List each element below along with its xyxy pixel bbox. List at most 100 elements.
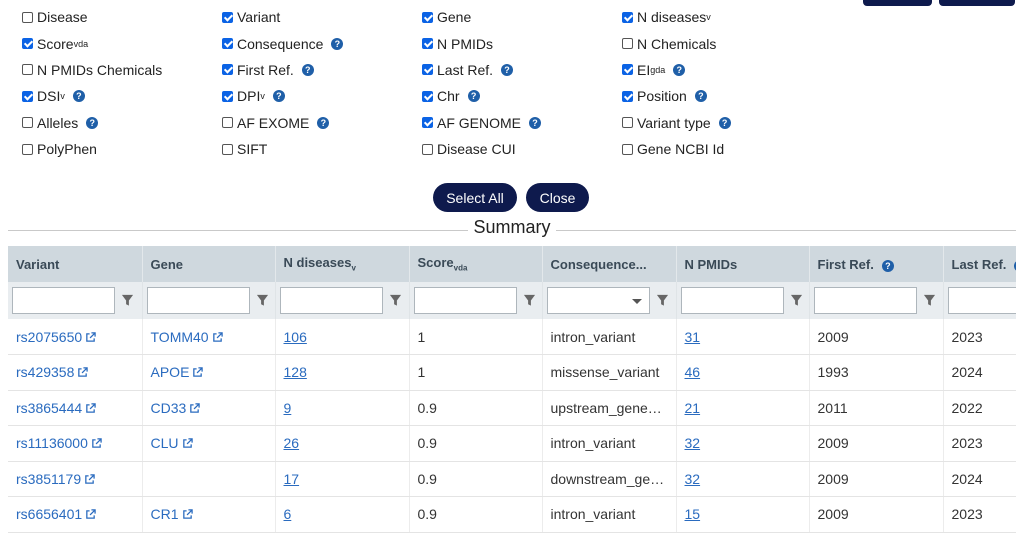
column-header-gene[interactable]: Gene: [142, 246, 276, 282]
checkbox[interactable]: [622, 11, 633, 23]
checkbox[interactable]: [622, 143, 633, 155]
option-last-ref[interactable]: Last Ref.?: [422, 62, 622, 78]
column-header-n-pmids[interactable]: N PMIDs: [676, 246, 810, 282]
option-ei-gda[interactable]: EI gda?: [622, 62, 822, 78]
gene-link[interactable]: APOE: [151, 364, 204, 380]
gene-link[interactable]: CLU: [151, 435, 193, 451]
filter-icon[interactable]: [923, 294, 936, 307]
option-consequence[interactable]: Consequence?: [222, 36, 422, 52]
option-score-vda[interactable]: Score vda: [22, 36, 222, 52]
column-header-n-diseases-v[interactable]: N diseasesv: [275, 246, 410, 282]
filter-icon[interactable]: [523, 294, 536, 307]
option-n-pmids[interactable]: N PMIDs: [422, 36, 622, 52]
filter-input[interactable]: [12, 287, 115, 314]
checkbox[interactable]: [422, 117, 433, 129]
help-icon[interactable]: ?: [718, 116, 731, 129]
variant-link[interactable]: rs3865444: [16, 400, 96, 416]
column-header-last-ref[interactable]: Last Ref.?: [943, 246, 1016, 282]
checkbox[interactable]: [222, 11, 233, 23]
top-action-button-1[interactable]: [863, 0, 932, 6]
help-icon[interactable]: ?: [467, 90, 480, 103]
help-icon[interactable]: ?: [301, 63, 314, 76]
n-pmids-link[interactable]: 15: [684, 506, 701, 523]
n-diseases-link[interactable]: 26: [283, 435, 300, 452]
help-icon[interactable]: ?: [673, 63, 686, 76]
checkbox[interactable]: [222, 90, 233, 102]
n-pmids-link[interactable]: 32: [684, 470, 701, 487]
n-diseases-link[interactable]: 17: [283, 470, 300, 487]
option-n-chemicals[interactable]: N Chemicals: [622, 36, 822, 52]
column-header-consequence[interactable]: Consequence...: [542, 246, 677, 282]
checkbox[interactable]: [422, 38, 433, 50]
select-all-button[interactable]: Select All: [433, 183, 517, 212]
checkbox[interactable]: [422, 143, 433, 155]
checkbox[interactable]: [22, 11, 33, 23]
option-af-genome[interactable]: AF GENOME?: [422, 115, 622, 131]
n-pmids-link[interactable]: 31: [684, 328, 701, 345]
option-gene[interactable]: Gene: [422, 9, 622, 25]
filter-input[interactable]: [680, 287, 784, 314]
option-variant-type[interactable]: Variant type?: [622, 115, 822, 131]
filter-input[interactable]: [146, 287, 250, 314]
checkbox[interactable]: [622, 90, 633, 102]
n-pmids-link[interactable]: 46: [684, 364, 701, 381]
filter-input[interactable]: [279, 287, 383, 314]
option-dpi-v[interactable]: DPI v?: [222, 88, 422, 104]
checkbox[interactable]: [222, 117, 233, 129]
checkbox[interactable]: [22, 38, 33, 50]
checkbox[interactable]: [622, 117, 633, 129]
column-header-score-vda[interactable]: Scorevda: [409, 246, 543, 282]
n-diseases-link[interactable]: 128: [283, 364, 307, 381]
checkbox[interactable]: [22, 143, 33, 155]
filter-icon[interactable]: [121, 294, 134, 307]
checkbox[interactable]: [422, 90, 433, 102]
column-header-variant[interactable]: Variant: [8, 246, 143, 282]
filter-input[interactable]: [413, 287, 517, 314]
checkbox[interactable]: [22, 117, 33, 129]
n-diseases-link[interactable]: 6: [283, 506, 292, 523]
filter-icon[interactable]: [790, 294, 803, 307]
gene-link[interactable]: TOMM40: [151, 329, 223, 345]
option-af-exome[interactable]: AF EXOME?: [222, 115, 422, 131]
n-pmids-link[interactable]: 21: [684, 399, 701, 416]
option-n-pmids-chemicals[interactable]: N PMIDs Chemicals: [22, 62, 222, 78]
gene-link[interactable]: CR1: [151, 506, 193, 522]
column-header-first-ref[interactable]: First Ref.?: [809, 246, 944, 282]
option-dsi-v[interactable]: DSI v?: [22, 88, 222, 104]
filter-icon[interactable]: [656, 294, 669, 307]
gene-link[interactable]: CD33: [151, 400, 201, 416]
checkbox[interactable]: [622, 38, 633, 50]
help-icon[interactable]: ?: [529, 116, 542, 129]
variant-link[interactable]: rs3851179: [16, 471, 95, 487]
help-icon[interactable]: ?: [694, 90, 707, 103]
help-icon[interactable]: ?: [72, 90, 85, 103]
checkbox[interactable]: [622, 64, 633, 76]
option-gene-ncbi-id[interactable]: Gene NCBI Id: [622, 141, 822, 157]
option-disease-cui[interactable]: Disease CUI: [422, 141, 622, 157]
help-icon[interactable]: ?: [501, 63, 514, 76]
checkbox[interactable]: [422, 11, 433, 23]
help-icon[interactable]: ?: [317, 116, 330, 129]
filter-input[interactable]: [813, 287, 917, 314]
help-icon[interactable]: ?: [331, 37, 344, 50]
checkbox[interactable]: [22, 90, 33, 102]
checkbox[interactable]: [22, 64, 33, 76]
close-button[interactable]: Close: [526, 183, 589, 212]
help-icon[interactable]: ?: [1014, 259, 1016, 272]
filter-icon[interactable]: [389, 294, 402, 307]
option-sift[interactable]: SIFT: [222, 141, 422, 157]
help-icon[interactable]: ?: [272, 90, 285, 103]
filter-icon[interactable]: [256, 294, 269, 307]
checkbox[interactable]: [222, 143, 233, 155]
option-first-ref[interactable]: First Ref.?: [222, 62, 422, 78]
option-alleles[interactable]: Alleles?: [22, 115, 222, 131]
variant-link[interactable]: rs6656401: [16, 506, 96, 522]
option-disease[interactable]: Disease: [22, 9, 222, 25]
variant-link[interactable]: rs429358: [16, 364, 89, 380]
summary-table-container[interactable]: Variant Gene N diseasesv Scorevda Consequenc…: [8, 246, 1016, 536]
option-variant[interactable]: Variant: [222, 9, 422, 25]
variant-link[interactable]: rs11136000: [16, 435, 102, 451]
top-action-button-2[interactable]: [939, 0, 1015, 6]
checkbox[interactable]: [422, 64, 433, 76]
option-position[interactable]: Position?: [622, 88, 822, 104]
